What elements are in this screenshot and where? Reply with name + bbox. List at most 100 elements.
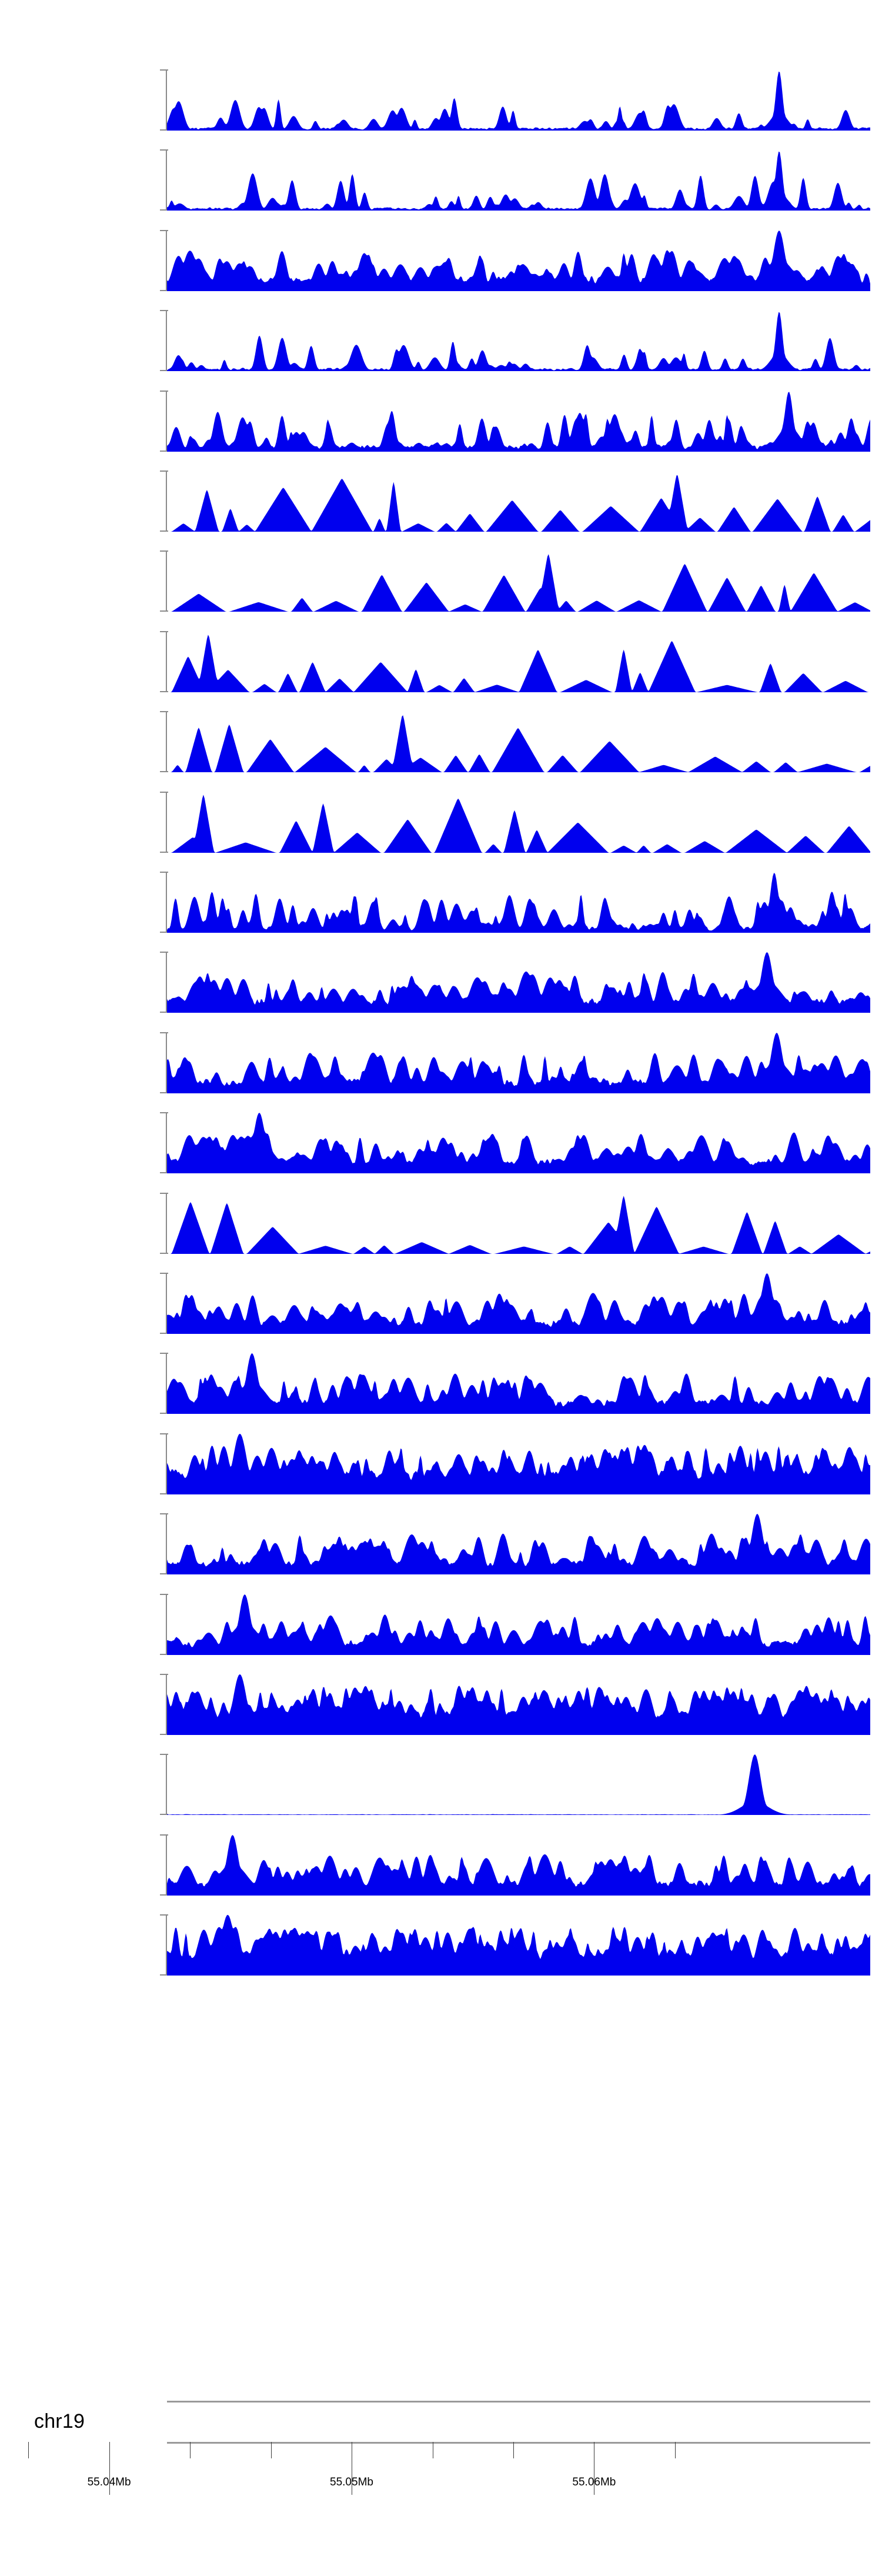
chromosome-label: chr19 [34,2410,85,2432]
y-axis-line [166,69,167,131]
y-axis-tick-max [160,1754,168,1756]
y-axis-tick-max [160,149,168,151]
y-axis-line [166,149,167,211]
y-axis [158,1192,168,1254]
y-axis [158,1754,168,1816]
y-axis-line [166,390,167,452]
y-axis-line [166,1754,167,1816]
y-axis-line [166,1674,167,1735]
y-axis-tick-min [160,771,168,773]
y-axis-tick-max [160,1834,168,1836]
axis-tick-label: 55.05Mb [330,2476,373,2488]
y-axis-line [166,1433,167,1494]
coverage-area-plot[interactable] [167,310,870,372]
y-axis-tick-min [160,1573,168,1575]
coverage-area-plot[interactable] [167,1433,870,1494]
y-axis [158,1273,168,1334]
coverage-area-plot[interactable] [167,1754,870,1816]
y-axis-tick-min [160,1333,168,1334]
y-axis-tick-max [160,1674,168,1675]
y-axis-line [166,550,167,612]
y-axis-line [166,471,167,532]
y-axis-tick-min [160,690,168,692]
axis-minor-tick [674,2442,676,2458]
coverage-area-plot[interactable] [167,631,870,692]
y-axis-tick-max [160,310,168,312]
coverage-area-plot[interactable] [167,1834,870,1896]
coverage-area-plot[interactable] [167,1032,870,1093]
y-axis-tick-min [160,370,168,372]
y-axis-tick-min [160,129,168,131]
axis-minor-tick [28,2442,29,2458]
y-axis-tick-max [160,1353,168,1354]
coverage-area-plot[interactable] [167,1273,870,1334]
coverage-area-plot[interactable] [167,1674,870,1735]
y-axis [158,1914,168,1976]
coverage-area-plot[interactable] [167,149,870,211]
y-axis [158,229,168,291]
y-axis [158,711,168,773]
y-axis-line [166,1834,167,1896]
y-axis [158,390,168,452]
y-axis-line [166,1273,167,1334]
y-axis-tick-min [160,1493,168,1494]
y-axis-tick-min [160,1814,168,1816]
y-axis-tick-min [160,1894,168,1896]
y-axis-line [166,711,167,773]
y-axis-line [166,1192,167,1254]
y-axis [158,1674,168,1735]
y-axis-tick-min [160,450,168,452]
y-axis-tick-max [160,390,168,392]
coverage-area-plot[interactable] [167,952,870,1013]
y-axis-line [166,1032,167,1093]
y-axis [158,149,168,211]
y-axis-tick-min [160,289,168,291]
y-axis-tick-max [160,229,168,231]
y-axis-tick-max [160,1273,168,1274]
y-axis-tick-max [160,1914,168,1916]
coverage-area-plot[interactable] [167,230,870,291]
chromosome-ideogram-bar [167,2401,870,2403]
coverage-area-plot[interactable] [167,872,870,933]
y-axis-tick-max [160,1433,168,1434]
y-axis [158,1112,168,1174]
y-axis [158,550,168,612]
y-axis [158,791,168,853]
y-axis-tick-max [160,952,168,953]
y-axis [158,1593,168,1655]
coverage-area-plot[interactable] [167,1193,870,1254]
y-axis-tick-max [160,1593,168,1595]
coverage-area-plot[interactable] [167,550,870,612]
y-axis-line [166,630,167,692]
y-axis [158,310,168,372]
axis-tick-label: 55.06Mb [572,2476,616,2488]
y-axis [158,952,168,1013]
y-axis-tick-min [160,209,168,211]
coverage-area-plot[interactable] [167,471,870,532]
y-axis-tick-min [160,1012,168,1013]
coverage-area-plot[interactable] [167,1513,870,1575]
coverage-area-plot[interactable] [167,1914,870,1976]
y-axis-tick-min [160,530,168,532]
coverage-area-plot[interactable] [167,792,870,853]
axis-minor-tick [513,2442,514,2458]
y-axis-line [166,1593,167,1655]
chromosome-axis-panel: chr19 55.04Mb 55.05Mb 55.06Mb [0,2388,882,2564]
y-axis-line [166,952,167,1013]
y-axis-tick-min [160,1092,168,1093]
coverage-area-plot[interactable] [167,1594,870,1655]
y-axis-tick-max [160,1192,168,1194]
y-axis-tick-min [160,1252,168,1254]
y-axis-tick-max [160,1032,168,1033]
coverage-area-plot[interactable] [167,69,870,131]
axis-minor-tick [270,2442,272,2458]
y-axis [158,1834,168,1896]
coverage-area-plot[interactable] [167,1112,870,1174]
y-axis-tick-min [160,1413,168,1414]
coverage-area-plot[interactable] [167,1353,870,1414]
y-axis-line [166,229,167,291]
coverage-area-plot[interactable] [167,391,870,452]
coordinate-axis-line [167,2442,870,2444]
coverage-area-plot[interactable] [167,711,870,773]
